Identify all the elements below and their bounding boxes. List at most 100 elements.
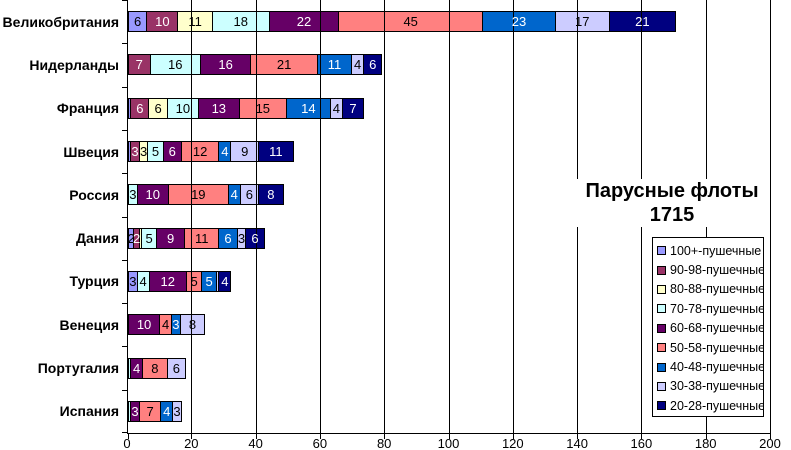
bar-segment-value: 6 [224, 230, 232, 246]
bar-segment-value: 18 [233, 14, 248, 30]
bar-segment: 3 [128, 270, 138, 292]
bar-segment: 3 [128, 184, 138, 206]
category-axis-tick [122, 130, 127, 131]
legend-label: 80-88-пушечные [670, 282, 763, 297]
legend-swatch [657, 381, 666, 391]
bar-segment: 4 [159, 314, 172, 336]
bar-segment: 14 [285, 97, 331, 119]
category-axis-tick [122, 303, 127, 304]
legend-label: 60-68-пушечные [670, 321, 763, 336]
bar-segment-value: 11 [327, 57, 342, 73]
bar-segment-value: 19 [191, 187, 206, 203]
bar-segment: 6 [218, 227, 238, 249]
bar-segment: 12 [180, 141, 220, 163]
bar-segment-value: 4 [221, 144, 229, 160]
category-label: Франция [56, 100, 119, 117]
bar-row: 6 6 10 13 15 14 4 7 [128, 87, 771, 130]
bar-segment-value: 10 [136, 317, 152, 333]
bar-segment-value: 3 [131, 403, 139, 419]
bar-segment-value: 6 [134, 14, 142, 30]
chart-title: Парусные флоты 1715 [575, 179, 769, 227]
bar-segment-value: 10 [175, 100, 191, 116]
bar-segment-value: 7 [135, 57, 143, 73]
x-tick-label: 60 [312, 436, 328, 450]
bar-segment-value: 6 [369, 57, 377, 73]
legend-item: 60-68-пушечные [657, 319, 763, 338]
bar-row: 6 10 11 18 22 45 23 17 21 [128, 0, 771, 43]
x-tick-label: 200 [759, 436, 781, 450]
bar-segment: 12 [148, 270, 188, 292]
x-tick-label: 120 [501, 436, 524, 450]
x-axis-tick [319, 434, 321, 439]
category-label: Нидерланды [29, 56, 119, 73]
gridline [512, 0, 514, 433]
x-axis-tick [191, 434, 193, 439]
category-axis-tick [122, 346, 127, 347]
bar-segment: 6 [166, 357, 187, 379]
gridline [191, 0, 193, 433]
bar-segment-value: 7 [146, 403, 154, 419]
bar-segment-value: 9 [166, 230, 175, 246]
bar-row: 3 4 12 5 5 4 [128, 260, 771, 303]
bar-segment-value: 5 [151, 144, 160, 160]
legend-item: 50-58-пушечные [657, 338, 763, 357]
legend-item: 70-78-пушечные [657, 299, 763, 318]
chart-title-line2: 1715 [649, 204, 695, 226]
x-axis-tick [641, 434, 643, 439]
bar-segment: 3 [130, 141, 140, 163]
bar-row: 10 4 3 8 [128, 303, 771, 346]
bar-segment: 3 [236, 227, 247, 249]
gridline [448, 0, 450, 433]
bar-segment-value: 3 [140, 144, 148, 160]
bar-segment: 10 [128, 314, 161, 336]
bar-segment-value: 6 [168, 144, 176, 160]
bar-segment-value: 21 [276, 57, 292, 73]
legend-label: 40-48-пушечные [670, 360, 763, 375]
legend-swatch [657, 343, 666, 353]
bar-segment: 21 [608, 11, 677, 33]
bar-segment: 6 [245, 227, 265, 249]
legend-swatch [657, 265, 666, 275]
legend-swatch [657, 323, 666, 333]
x-axis: 0 20 40 60 80 100 120 140 160 180 200 [123, 436, 780, 450]
bar-segment: 7 [138, 400, 162, 422]
bar-segment: 17 [554, 11, 610, 33]
bar-segment: 45 [338, 11, 484, 33]
category-label: Россия [69, 186, 119, 203]
bar-segment: 4 [160, 400, 174, 422]
legend-label: 70-78-пушечные [670, 301, 763, 316]
bar-segment-value: 4 [139, 273, 147, 289]
gridline [770, 0, 771, 433]
bar-segment-value: 4 [354, 57, 362, 73]
bar-segment: 3 [171, 314, 181, 336]
stacked-bar: 6 10 11 18 22 45 23 17 21 [128, 11, 677, 33]
x-tick-label: 180 [694, 436, 717, 450]
bar-segment-value: 14 [301, 100, 316, 116]
bar-segment: 6 [162, 141, 182, 163]
bar-segment: 8 [258, 184, 284, 206]
legend-label: 20-28-пушечные [670, 398, 763, 413]
bar-segment: 10 [166, 97, 199, 119]
bar-segment: 23 [482, 11, 556, 33]
category-axis-tick [122, 87, 127, 88]
bar-segment-value: 21 [635, 14, 650, 30]
stacked-bar: 3 10 19 4 6 8 [128, 184, 284, 206]
plot-area: 6 10 11 18 22 45 23 17 21 7 16 16 21 11 4 6 6 6 10 13 15 14 4 7… [122, 0, 771, 439]
bar-segment-value: 4 [230, 187, 238, 203]
bar-segment-value: 2 [133, 230, 141, 246]
category-label: Испания [59, 403, 119, 420]
bar-segment-value: 12 [160, 273, 176, 289]
bar-segment: 8 [179, 314, 206, 336]
category-axis-tick [122, 260, 127, 261]
bar-segment: 3 [172, 400, 182, 422]
stacked-bar: 7 16 16 21 11 4 6 [128, 54, 383, 76]
bar-segment-value: 11 [269, 144, 283, 160]
bar-segment: 21 [250, 54, 318, 76]
bar-row: 7 16 16 21 11 4 6 [128, 43, 771, 86]
legend-item: 20-28-пушечные [657, 396, 763, 415]
bar-segment: 9 [156, 227, 186, 249]
bar-segment-value: 5 [205, 273, 213, 289]
